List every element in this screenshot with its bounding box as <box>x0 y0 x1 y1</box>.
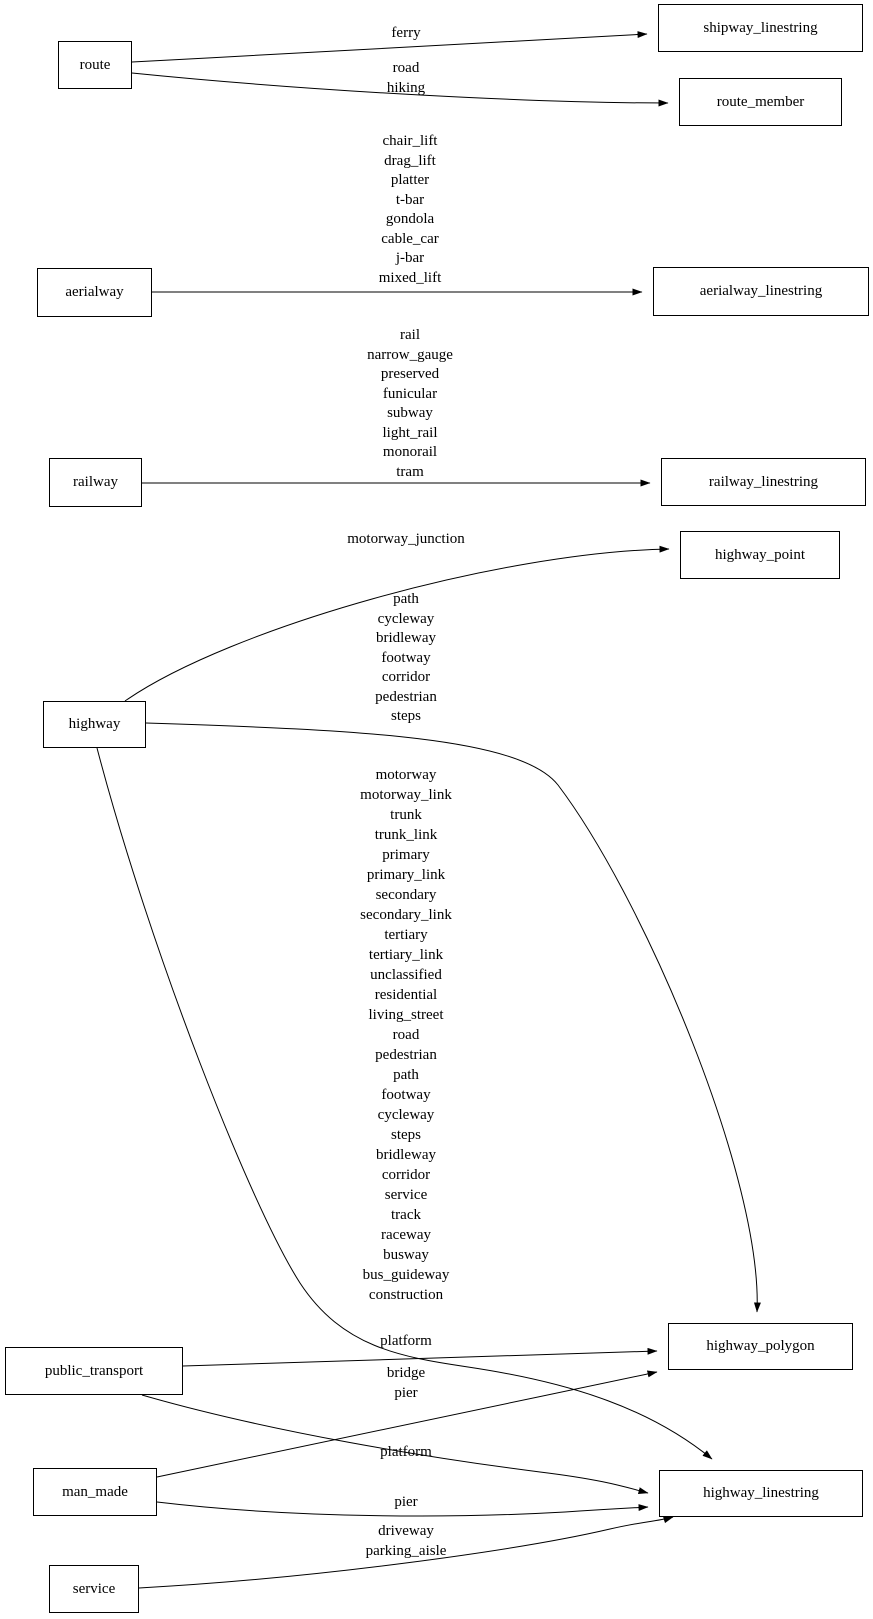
edge-label-railway-types: rail narrow_gauge preserved funicular su… <box>367 327 453 480</box>
edge-service-highway_linestring <box>138 1516 674 1589</box>
edge-man_made-highway_polygon <box>156 1370 658 1478</box>
edge-label-highway-linestring-types: motorway motorway_link trunk trunk_link … <box>360 767 452 1303</box>
edge-public_transport-highway_polygon <box>182 1347 658 1367</box>
node-public-transport: public_transport <box>5 1347 183 1395</box>
edge-label-road-hiking: road hiking <box>386 60 426 96</box>
node-highway: highway <box>43 701 146 748</box>
edge-highway-highway_linestring <box>96 747 713 1460</box>
edge-label-highway-polygon-types: path cycleway bridleway footway corridor… <box>375 591 437 724</box>
node-aerialway-linestring: aerialway_linestring <box>653 267 869 316</box>
edge-public_transport-highway_linestring <box>141 1394 649 1494</box>
node-railway-linestring: railway_linestring <box>661 458 866 506</box>
node-highway-polygon: highway_polygon <box>668 1323 853 1370</box>
edge-man_made-highway_linestring <box>156 1501 649 1517</box>
node-man-made: man_made <box>33 1468 157 1516</box>
edge-route-route_member <box>131 72 669 107</box>
edge-label-driveway-parking-aisle: driveway parking_aisle <box>365 1523 447 1559</box>
node-highway-point: highway_point <box>680 531 840 579</box>
edge-highway-highway_polygon <box>145 722 761 1313</box>
edge-label-aerialway-types: chair_lift drag_lift platter t-bar gondo… <box>378 133 442 286</box>
node-route: route <box>58 41 132 89</box>
node-shipway-linestring: shipway_linestring <box>658 4 863 52</box>
edge-label-ferry: ferry <box>391 25 421 41</box>
edge-label-bridge-pier: bridge pier <box>386 1365 426 1401</box>
edge-highway-highway_point <box>124 545 670 702</box>
node-railway: railway <box>49 458 142 507</box>
node-highway-linestring: highway_linestring <box>659 1470 863 1517</box>
node-aerialway: aerialway <box>37 268 152 317</box>
edge-label-motorway-junction: motorway_junction <box>347 531 465 547</box>
edge-label-platform-polygon: platform <box>380 1333 432 1349</box>
edge-route-shipway_linestring <box>131 31 648 63</box>
node-route-member: route_member <box>679 78 842 126</box>
edge-label-platform-linestring: platform <box>380 1444 432 1460</box>
edge-label-pier-linestring: pier <box>394 1494 418 1510</box>
node-service: service <box>49 1565 139 1613</box>
